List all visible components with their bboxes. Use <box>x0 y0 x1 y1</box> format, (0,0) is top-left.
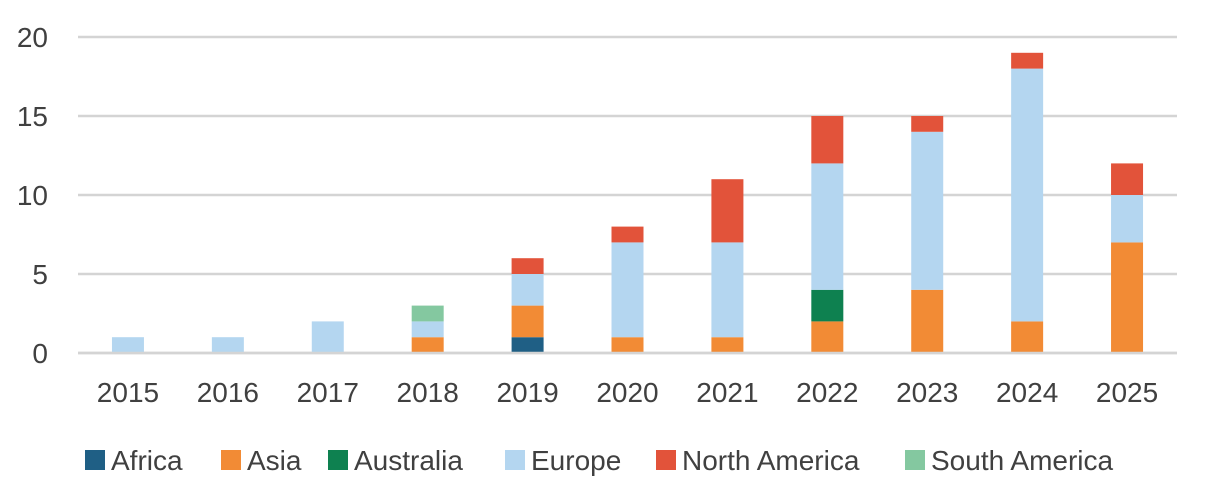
legend-swatch-north-america <box>656 450 676 470</box>
bar-segment-europe-2025 <box>1111 195 1144 243</box>
bar-segment-north-america-2023 <box>911 116 944 132</box>
bar-segment-australia-2022 <box>811 289 844 322</box>
bar-segment-asia-2021 <box>711 337 744 353</box>
bar-segment-europe-2018 <box>411 321 444 338</box>
legend-item-africa: Africa <box>85 445 183 476</box>
bar-segment-europe-2022 <box>811 163 844 290</box>
x-tick-label-2022: 2022 <box>796 377 858 408</box>
x-tick-label-2015: 2015 <box>97 377 159 408</box>
legend-item-north-america: North America <box>656 445 860 476</box>
bar-segment-asia-2018 <box>411 337 444 353</box>
x-tick-label-2018: 2018 <box>397 377 459 408</box>
bar-segment-europe-2019 <box>511 274 544 306</box>
legend-label-asia: Asia <box>247 445 302 476</box>
bar-segment-north-america-2025 <box>1111 163 1144 195</box>
bar-segment-europe-2016 <box>211 337 244 353</box>
y-axis: 0 5 10 15 20 <box>17 22 48 369</box>
bar-segment-south-america-2018 <box>411 305 444 322</box>
bar-segment-europe-2020 <box>611 242 644 338</box>
legend-label-south-america: South America <box>931 445 1114 476</box>
bar-segment-europe-2015 <box>111 337 144 353</box>
y-tick-label: 20 <box>17 22 48 53</box>
legend-swatch-europe <box>505 450 525 470</box>
bar-segment-north-america-2020 <box>611 226 644 243</box>
x-tick-label-2024: 2024 <box>996 377 1058 408</box>
bar-segment-north-america-2024 <box>1011 52 1044 69</box>
bar-segment-europe-2024 <box>1011 68 1044 322</box>
y-tick-label: 5 <box>32 259 48 290</box>
x-tick-label-2019: 2019 <box>496 377 558 408</box>
legend-swatch-australia <box>328 450 348 470</box>
bar-segment-asia-2022 <box>811 321 844 353</box>
x-tick-label-2021: 2021 <box>696 377 758 408</box>
bars <box>111 52 1144 353</box>
legend-label-north-america: North America <box>682 445 860 476</box>
bar-segment-europe-2023 <box>911 131 944 290</box>
legend-label-africa: Africa <box>111 445 183 476</box>
x-tick-label-2020: 2020 <box>596 377 658 408</box>
bar-segment-north-america-2022 <box>811 116 844 164</box>
legend-swatch-asia <box>221 450 241 470</box>
legend: Africa Asia Australia Europe North America So… <box>85 445 1114 476</box>
legend-item-australia: Australia <box>328 445 463 476</box>
legend-swatch-africa <box>85 450 105 470</box>
x-axis: 2015 2016 2017 2018 2019 2020 2021 2022 2023 2024… <box>78 351 1177 408</box>
y-tick-label: 15 <box>17 101 48 132</box>
bar-segment-europe-2017 <box>311 321 344 353</box>
bar-segment-asia-2019 <box>511 305 544 338</box>
bar-segment-asia-2025 <box>1111 242 1144 353</box>
bar-segment-africa-2019 <box>511 337 544 353</box>
y-tick-label: 10 <box>17 180 48 211</box>
bar-segment-north-america-2021 <box>711 179 744 243</box>
legend-label-australia: Australia <box>354 445 463 476</box>
legend-label-europe: Europe <box>531 445 621 476</box>
bar-segment-asia-2024 <box>1011 321 1044 353</box>
y-tick-label: 0 <box>32 338 48 369</box>
x-tick-label-2023: 2023 <box>896 377 958 408</box>
x-tick-label-2025: 2025 <box>1096 377 1158 408</box>
legend-item-asia: Asia <box>221 445 302 476</box>
bar-segment-north-america-2019 <box>511 258 544 274</box>
legend-item-europe: Europe <box>505 445 621 476</box>
x-tick-label-2016: 2016 <box>197 377 259 408</box>
bar-segment-asia-2023 <box>911 289 944 353</box>
bar-segment-asia-2020 <box>611 337 644 353</box>
x-tick-label-2017: 2017 <box>297 377 359 408</box>
bar-segment-europe-2021 <box>711 242 744 338</box>
legend-swatch-south-america <box>905 450 925 470</box>
legend-item-south-america: South America <box>905 445 1114 476</box>
